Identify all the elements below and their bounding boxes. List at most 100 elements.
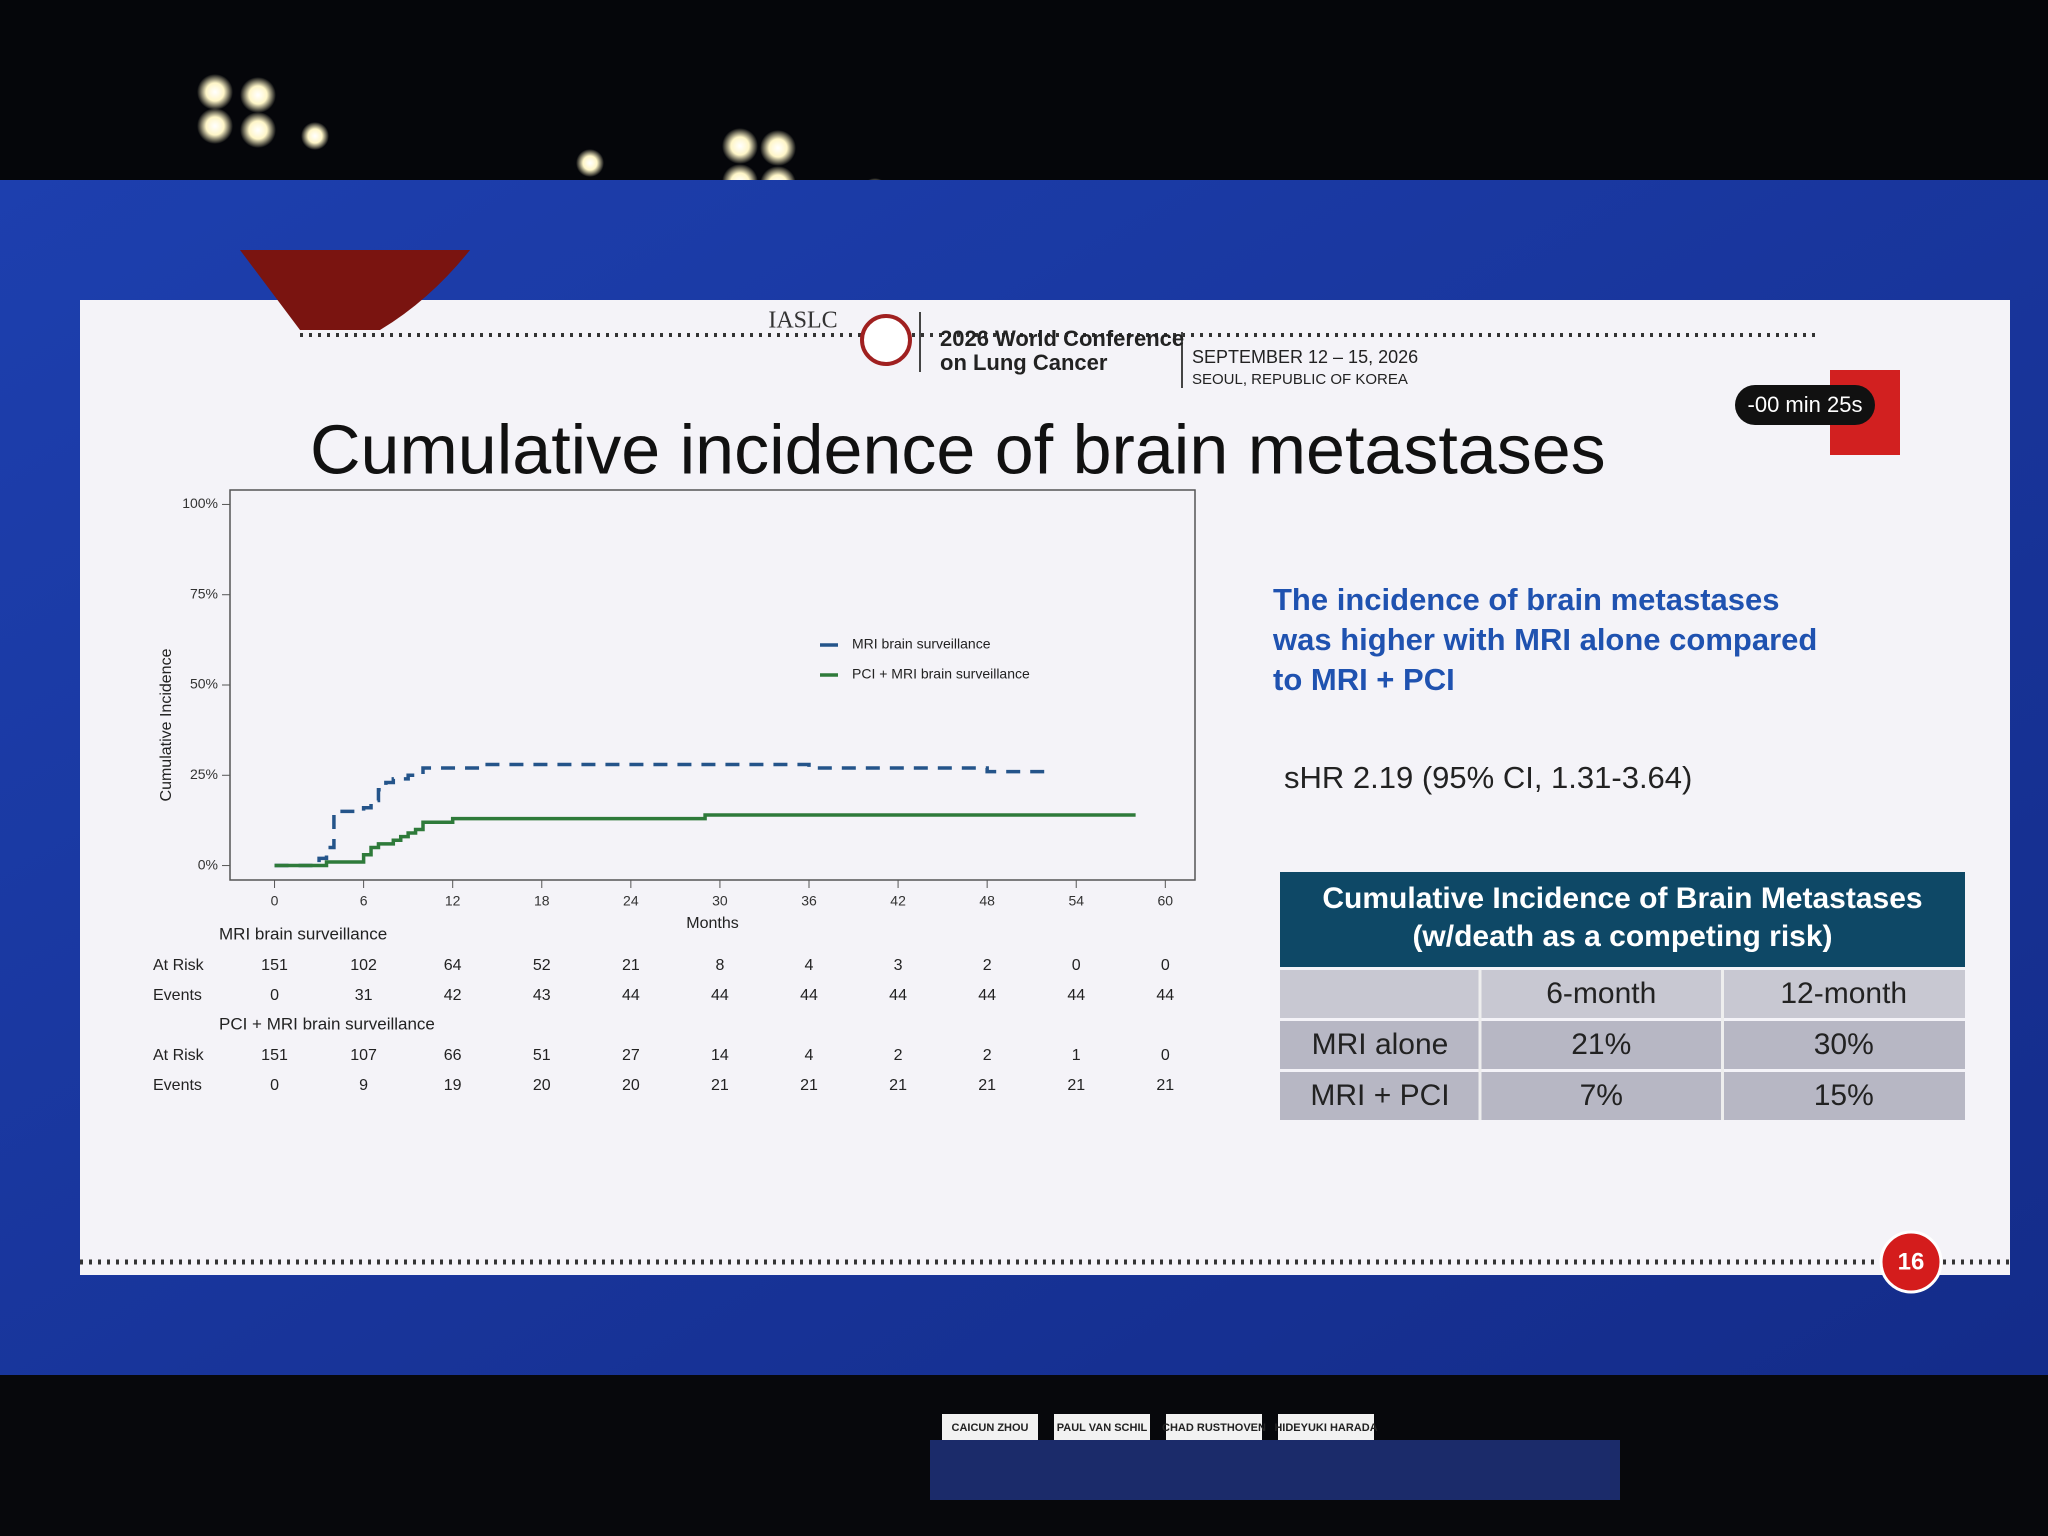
- risk-value: 0: [1161, 1047, 1170, 1064]
- risk-value: 66: [444, 1047, 462, 1064]
- conference-name: on Lung Cancer: [940, 350, 1108, 375]
- risk-value: 102: [350, 957, 377, 974]
- risk-value: 1: [1072, 1047, 1081, 1064]
- name-plate-label: CHAD RUSTHOVEN: [1162, 1422, 1266, 1434]
- table-title: Cumulative Incidence of Brain Metastases: [1322, 882, 1922, 915]
- risk-value: 2: [894, 1047, 903, 1064]
- risk-value: 27: [622, 1047, 640, 1064]
- x-tick-label: 30: [712, 893, 728, 909]
- risk-row-label: Events: [153, 1077, 202, 1094]
- y-tick-label: 25%: [190, 766, 218, 782]
- risk-value: 21: [1067, 1077, 1085, 1094]
- x-tick-label: 24: [623, 893, 639, 909]
- y-tick-label: 50%: [190, 676, 218, 692]
- risk-group-label: MRI brain surveillance: [219, 924, 387, 943]
- risk-value: 43: [533, 987, 551, 1004]
- table-column-label: 6-month: [1546, 977, 1656, 1010]
- series-line: [274, 813, 1136, 868]
- statistic: sHR 2.19 (95% CI, 1.31-3.64): [1284, 760, 1692, 795]
- table-row: [1280, 1021, 1965, 1069]
- risk-value: 44: [978, 987, 996, 1004]
- y-tick-label: 100%: [182, 495, 218, 511]
- conference-location: SEOUL, REPUBLIC OF KOREA: [1192, 371, 1408, 388]
- risk-value: 21: [622, 957, 640, 974]
- risk-value: 3: [894, 957, 903, 974]
- org-logo: IASLC: [768, 308, 837, 334]
- risk-value: 52: [533, 957, 551, 974]
- legend-label: MRI brain surveillance: [852, 636, 991, 652]
- table-column-header: [1280, 970, 1965, 1018]
- risk-value: 107: [350, 1047, 377, 1064]
- risk-value: 0: [270, 1077, 279, 1094]
- risk-value: 21: [978, 1077, 996, 1094]
- slide-number: 16: [1898, 1248, 1925, 1275]
- risk-value: 51: [533, 1047, 551, 1064]
- table-column-label: 12-month: [1780, 977, 1907, 1010]
- x-tick-label: 60: [1158, 893, 1174, 909]
- risk-row-label: Events: [153, 987, 202, 1004]
- x-tick-label: 12: [445, 893, 461, 909]
- risk-row-label: At Risk: [153, 957, 205, 974]
- x-tick-label: 6: [360, 893, 368, 909]
- logo: [860, 314, 912, 366]
- risk-value: 44: [622, 987, 640, 1004]
- risk-value: 9: [359, 1077, 368, 1094]
- risk-value: 44: [1067, 987, 1085, 1004]
- x-tick-label: 36: [801, 893, 817, 909]
- risk-value: 44: [1156, 987, 1174, 1004]
- conference-dates: SEPTEMBER 12 – 15, 2026: [1192, 347, 1418, 367]
- conference-name: 2026 World Conference: [940, 326, 1184, 351]
- table-cell: MRI alone: [1312, 1028, 1449, 1061]
- timer-badge: [1735, 385, 1875, 425]
- risk-value: 31: [355, 987, 373, 1004]
- risk-value: 21: [800, 1077, 818, 1094]
- slide-title: Cumulative incidence of brain metastases: [310, 410, 1606, 488]
- panel-desk: [930, 1440, 1620, 1500]
- series-line: [274, 762, 1049, 868]
- name-plate: [1166, 1414, 1262, 1440]
- risk-value: 0: [1161, 957, 1170, 974]
- name-plate: [1054, 1414, 1150, 1440]
- x-tick-label: 18: [534, 893, 550, 909]
- name-plate: [1278, 1414, 1374, 1440]
- y-tick-label: 75%: [190, 585, 218, 601]
- risk-value: 42: [444, 987, 462, 1004]
- risk-value: 0: [270, 987, 279, 1004]
- risk-value: 19: [444, 1077, 462, 1094]
- risk-value: 151: [261, 957, 288, 974]
- risk-value: 4: [805, 1047, 814, 1064]
- finding: to MRI + PCI: [1273, 662, 1455, 697]
- x-tick-label: 42: [890, 893, 906, 909]
- risk-value: 0: [1072, 957, 1081, 974]
- slide-number-badge: [1879, 1230, 1943, 1294]
- risk-row-label: At Risk: [153, 1047, 205, 1064]
- risk-value: 44: [711, 987, 729, 1004]
- timer: -00 min 25s: [1748, 392, 1863, 417]
- risk-value: 151: [261, 1047, 288, 1064]
- y-axis-label: Cumulative Incidence: [158, 648, 175, 801]
- table-cell: MRI + PCI: [1310, 1079, 1449, 1112]
- risk-value: 21: [711, 1077, 729, 1094]
- table-cell: 15%: [1814, 1079, 1874, 1112]
- risk-value: 2: [983, 957, 992, 974]
- name-plate-label: HIDEYUKI HARADA: [1274, 1422, 1377, 1434]
- y-tick-label: 0%: [198, 856, 218, 872]
- risk-value: 4: [805, 957, 814, 974]
- table-cell: 7%: [1580, 1079, 1623, 1112]
- legend-label: PCI + MRI brain surveillance: [852, 666, 1030, 682]
- table-header: [1280, 872, 1965, 967]
- name-plate: [942, 1414, 1038, 1440]
- risk-value: 44: [889, 987, 907, 1004]
- x-tick-label: 48: [979, 893, 995, 909]
- risk-value: 20: [533, 1077, 551, 1094]
- risk-value: 8: [715, 957, 724, 974]
- risk-value: 44: [800, 987, 818, 1004]
- table-row: [1280, 1072, 1965, 1120]
- finding: was higher with MRI alone compared: [1272, 622, 1817, 657]
- risk-value: 21: [889, 1077, 907, 1094]
- risk-value: 2: [983, 1047, 992, 1064]
- risk-value: 64: [444, 957, 462, 974]
- risk-value: 14: [711, 1047, 729, 1064]
- risk-value: 20: [622, 1077, 640, 1094]
- table-title: (w/death as a competing risk): [1412, 920, 1832, 953]
